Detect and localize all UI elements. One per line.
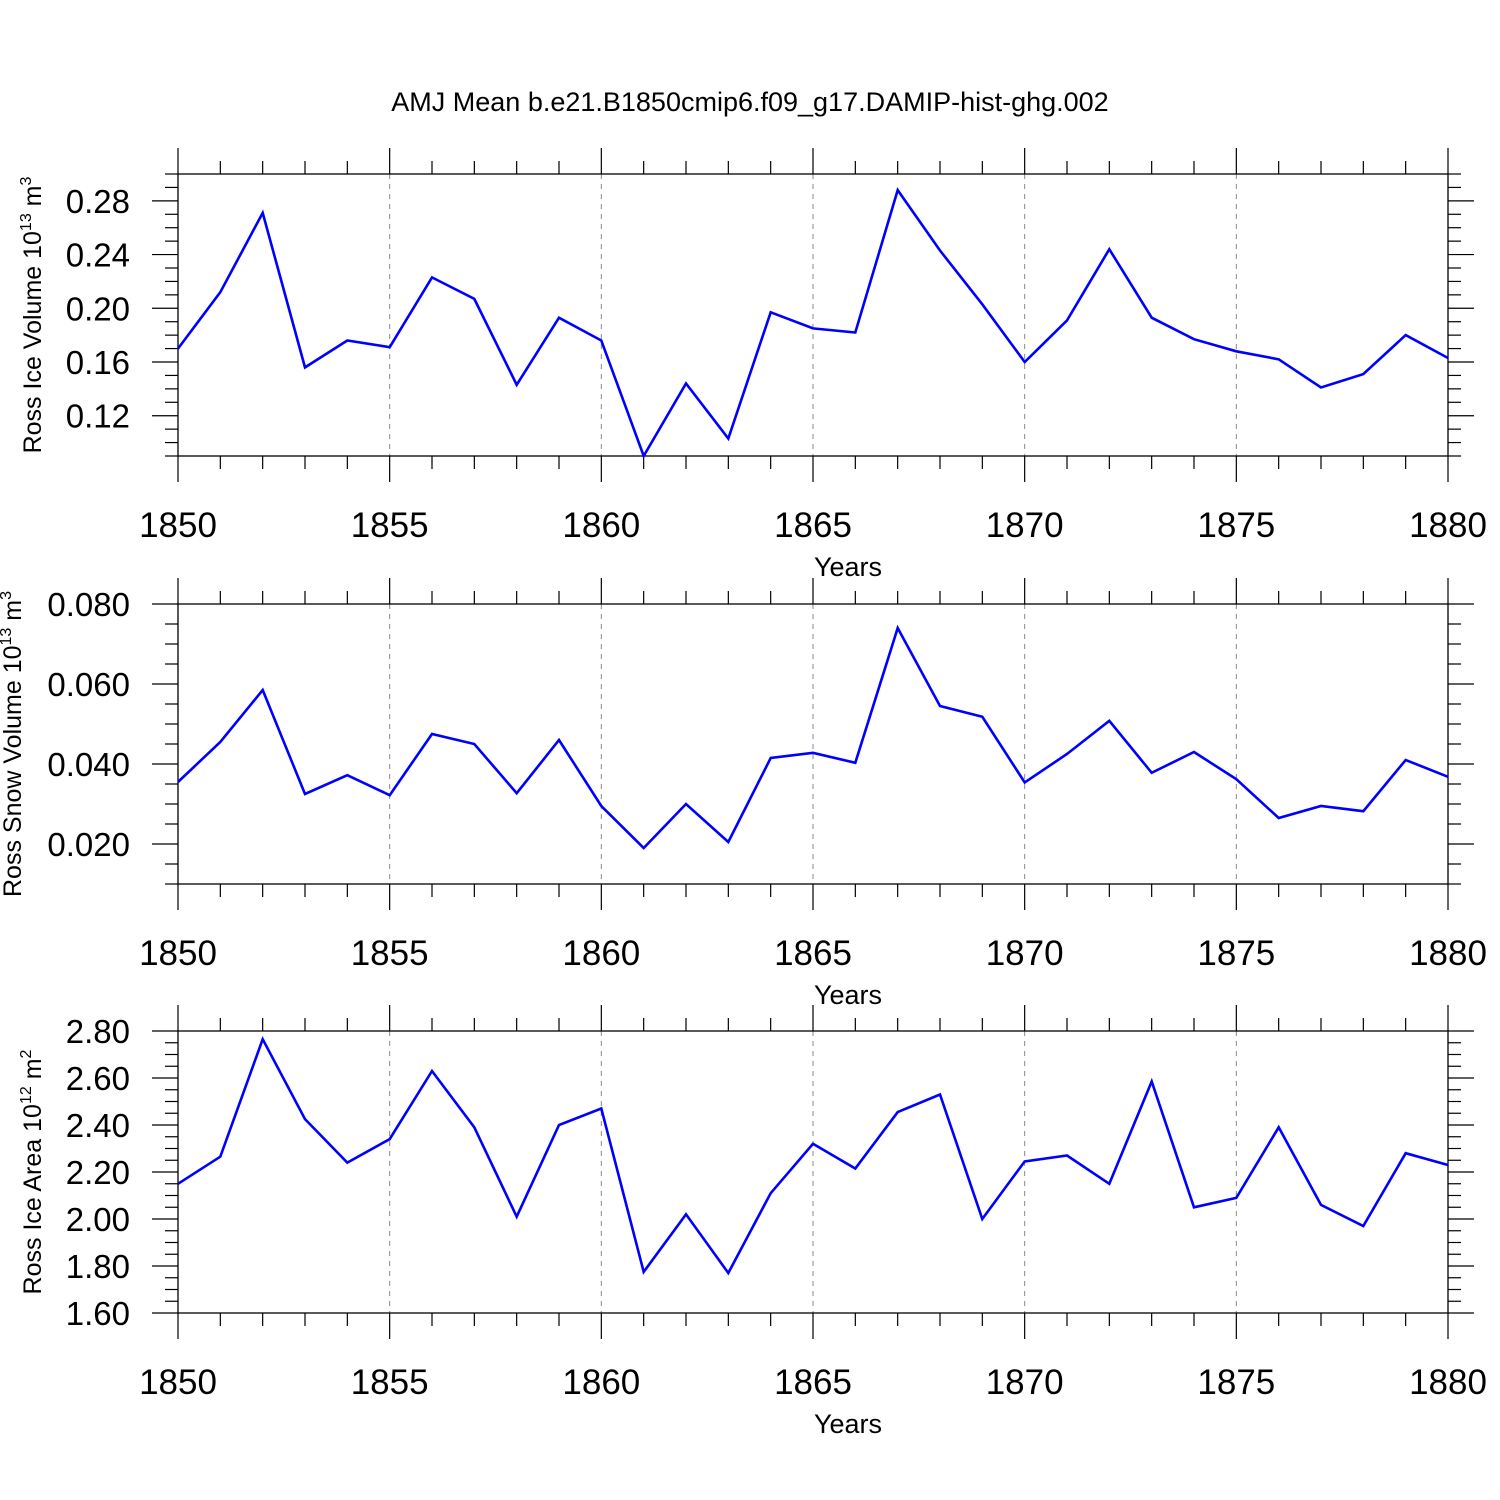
y-tick-label: 1.60 [66, 1295, 130, 1332]
x-tick-label: 1850 [139, 506, 217, 545]
y-tick-label: 2.60 [66, 1060, 130, 1097]
y-axis-label-text: Ross Ice Area 10 [19, 1104, 47, 1294]
x-tick-label: 1870 [986, 1363, 1064, 1402]
y-axis-label-unit: m [19, 185, 47, 213]
y-tick-label: 0.20 [66, 290, 130, 327]
y-axis-label: Ross Ice Area 1012 m2 [18, 1049, 47, 1294]
x-tick-label: 1880 [1409, 506, 1487, 545]
x-tick-label: 1860 [562, 934, 640, 973]
x-tick-label: 1880 [1409, 1363, 1487, 1402]
x-tick-label: 1865 [774, 506, 852, 545]
chart-panels: 1850 1855 1860 1865 1870 1875 1880 Years 0.12 0.1… [0, 148, 1487, 1439]
x-tick-label: 1850 [139, 934, 217, 973]
x-tick-label: 1870 [986, 506, 1064, 545]
x-tick-label: 1875 [1197, 1363, 1275, 1402]
x-tick-label: 1875 [1197, 934, 1275, 973]
y-tick-label: 1.80 [66, 1248, 130, 1285]
y-axis-label-exponent: 13 [0, 628, 15, 646]
y-tick-label: 0.060 [47, 666, 130, 703]
x-tick-label: 1855 [351, 1363, 429, 1402]
x-axis-label: Years [814, 552, 882, 582]
y-tick-label: 0.020 [47, 826, 130, 863]
y-tick-label: 2.00 [66, 1201, 130, 1238]
y-axis-label-unit: m [0, 600, 27, 628]
y-axis-label-text: Ross Ice Volume 10 [19, 231, 47, 453]
y-axis-label-exponent: 13 [18, 213, 35, 231]
x-tick-label: 1860 [562, 1363, 640, 1402]
y-tick-label: 0.24 [66, 237, 130, 274]
y-tick-label: 0.16 [66, 344, 130, 381]
x-tick-label: 1865 [774, 1363, 852, 1402]
series-line [176, 187, 1449, 460]
x-axis-label: Years [814, 980, 882, 1010]
y-axis-label-unit-exponent: 2 [18, 1049, 35, 1058]
chart-panel-3: 1850 1855 1860 1865 1870 1875 1880 Years 1.60 1.8… [18, 1005, 1487, 1439]
y-tick-label: 2.40 [66, 1107, 130, 1144]
y-axis-label: Ross Snow Volume 1013 m3 [0, 591, 27, 897]
y-axis-label: Ross Ice Volume 1013 m3 [18, 176, 47, 453]
x-tick-label: 1855 [351, 934, 429, 973]
x-axis-label: Years [814, 1409, 882, 1439]
x-tick-label: 1880 [1409, 934, 1487, 973]
y-tick-label: 2.80 [66, 1013, 130, 1050]
chart-panel-2: 1850 1855 1860 1865 1870 1875 1880 Years 0.020 0.… [0, 578, 1487, 1010]
y-axis-label-unit-exponent: 3 [18, 176, 35, 185]
y-tick-label: 2.20 [66, 1154, 130, 1191]
y-tick-label: 0.080 [47, 586, 130, 623]
x-tick-label: 1865 [774, 934, 852, 973]
x-tick-label: 1870 [986, 934, 1064, 973]
chart-panel-1: 1850 1855 1860 1865 1870 1875 1880 Years 0.12 0.1… [18, 148, 1487, 582]
y-axis-label-text: Ross Snow Volume 10 [0, 645, 27, 897]
y-axis-label-unit: m [19, 1058, 47, 1086]
figure-title: AMJ Mean b.e21.B1850cmip6.f09_g17.DAMIP-… [391, 87, 1108, 117]
y-tick-label: 0.040 [47, 746, 130, 783]
y-tick-label: 0.28 [66, 183, 130, 220]
x-tick-label: 1860 [562, 506, 640, 545]
y-tick-label: 0.12 [66, 398, 130, 435]
y-axis-label-unit-exponent: 3 [0, 591, 15, 600]
x-tick-label: 1850 [139, 1363, 217, 1402]
y-axis-label-exponent: 12 [18, 1086, 35, 1104]
x-tick-label: 1855 [351, 506, 429, 545]
x-tick-label: 1875 [1197, 506, 1275, 545]
